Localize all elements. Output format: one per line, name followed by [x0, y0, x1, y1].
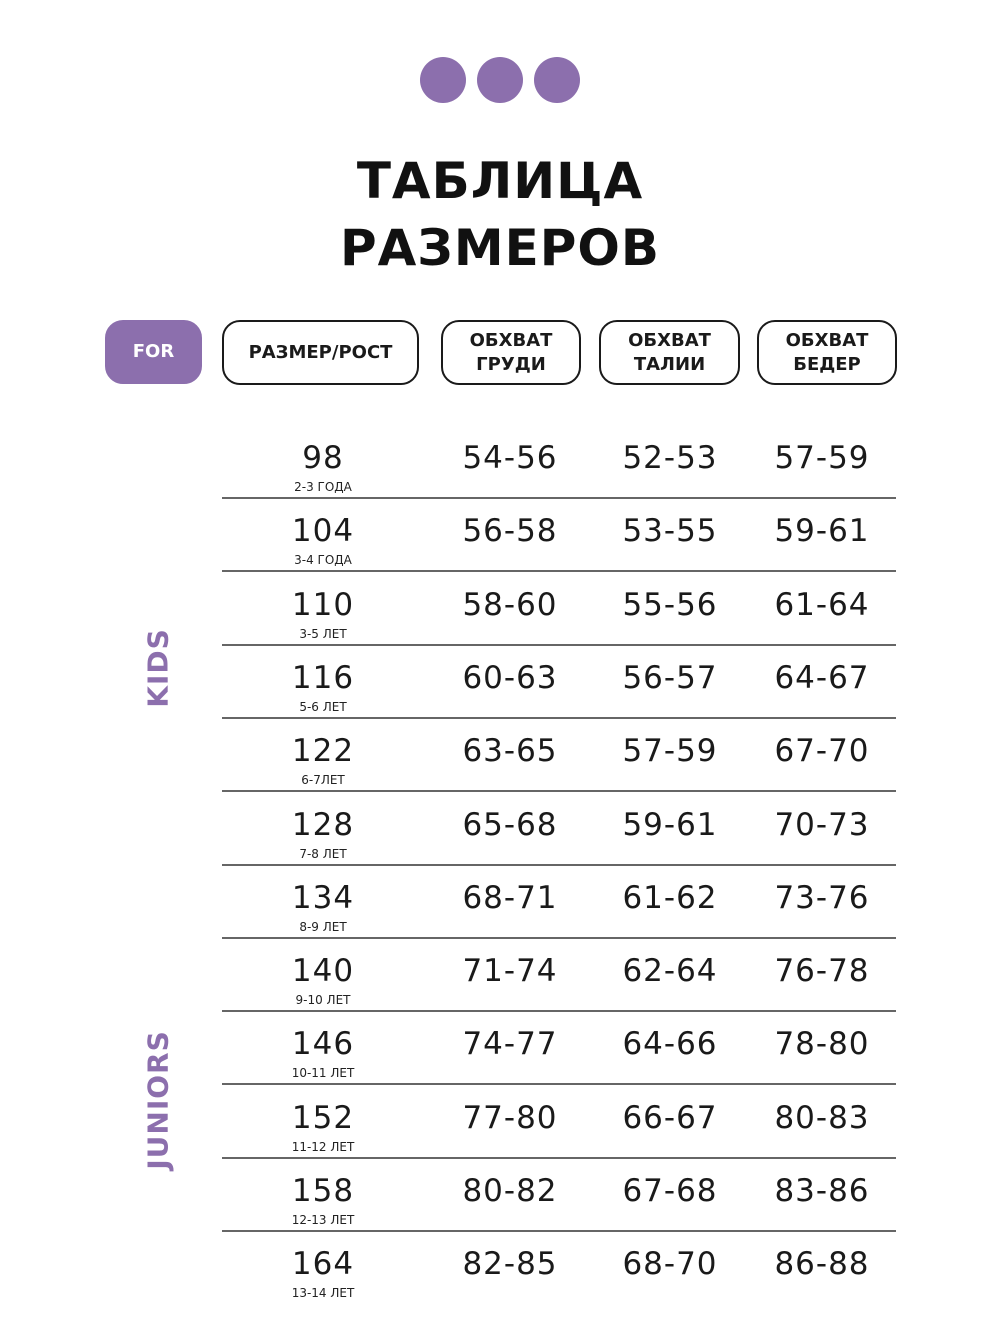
cell-hips: 57-59: [774, 440, 870, 476]
cell-age: 10-11 ЛЕТ: [291, 1066, 355, 1081]
row-divider: [222, 1010, 896, 1013]
cell-waist: 59-61: [622, 806, 718, 843]
cell-age: 8-9 ЛЕТ: [299, 919, 347, 934]
cell-chest: 63-65: [462, 733, 558, 770]
cell-age: 12-13 ЛЕТ: [291, 1213, 355, 1227]
page-title-line1: ТАБЛИЦА: [356, 152, 644, 210]
cell-hips: 70-73: [774, 806, 870, 843]
row-divider: [222, 497, 896, 499]
table-row: 134 68-71 61-62 73-76 8-9 ЛЕТ: [222, 866, 896, 939]
row-divider: [222, 1083, 896, 1086]
table-row: 104 56-58 53-55 59-61 3-4 ГОДА: [222, 499, 896, 573]
dot-icon: [534, 57, 580, 103]
cell-hips: 67-70: [774, 733, 870, 770]
cell-chest: 56-58: [462, 513, 558, 550]
cell-age: 5-6 ЛЕТ: [299, 699, 347, 714]
cell-age: 7-8 ЛЕТ: [299, 846, 347, 861]
cell-waist: 55-56: [622, 586, 718, 623]
header-hips: ОБХВАТ БЕДЕР: [757, 320, 897, 385]
table-row: 116 60-63 56-57 64-67 5-6 ЛЕТ: [222, 646, 896, 719]
table-row: 98 54-56 52-53 57-59 2-3 ГОДА: [222, 426, 896, 499]
header-waist: ОБХВАТ ТАЛИИ: [599, 320, 740, 385]
cell-size: 110: [291, 586, 355, 623]
cell-size: 134: [291, 879, 355, 916]
cell-hips: 76-78: [774, 953, 870, 990]
cell-chest: 65-68: [462, 806, 558, 843]
cell-size: 140: [291, 953, 355, 990]
cell-hips: 64-67: [774, 659, 870, 696]
cell-age: 6-7ЛЕТ: [301, 773, 345, 788]
cell-waist: 64-66: [622, 1026, 718, 1063]
cell-size: 152: [291, 1099, 355, 1136]
table-row: 128 65-68 59-61 70-73 7-8 ЛЕТ: [222, 793, 896, 866]
table-row: 122 63-65 57-59 67-70 6-7ЛЕТ: [222, 719, 896, 793]
cell-chest: 60-63: [462, 659, 558, 696]
group-label-juniors: JUNIORS: [141, 1030, 175, 1170]
cell-waist: 61-62: [622, 879, 718, 916]
cell-size: 122: [291, 733, 355, 770]
table-row: 140 71-74 62-64 76-78 9-10 ЛЕТ: [222, 939, 896, 1013]
cell-waist: 67-68: [622, 1173, 718, 1209]
row-divider: [222, 1230, 896, 1232]
header-size: РАЗМЕР/РОСТ: [222, 320, 419, 385]
row-divider: [222, 936, 896, 939]
row-divider: [222, 570, 896, 573]
cell-hips: 86-88: [774, 1246, 870, 1283]
cell-hips: 83-86: [774, 1173, 870, 1209]
row-divider: [222, 643, 896, 646]
cell-waist: 62-64: [622, 953, 718, 990]
cell-age: 2-3 ГОДА: [294, 480, 352, 494]
cell-size: 116: [291, 659, 355, 696]
cell-chest: 68-71: [462, 879, 558, 916]
row-divider: [222, 790, 896, 793]
cell-waist: 52-53: [622, 440, 718, 476]
cell-size: 128: [291, 806, 355, 843]
cell-chest: 58-60: [462, 586, 558, 623]
cell-hips: 59-61: [774, 513, 870, 550]
cell-age: 9-10 ЛЕТ: [295, 993, 351, 1008]
cell-hips: 61-64: [774, 586, 870, 623]
table-row: 110 58-60 55-56 61-64 3-5 ЛЕТ: [222, 573, 896, 646]
table-row: 164 82-85 68-70 86-88 13-14 ЛЕТ: [222, 1232, 896, 1305]
cell-waist: 68-70: [622, 1246, 718, 1283]
cell-size: 146: [291, 1026, 355, 1063]
header-chest: ОБХВАТ ГРУДИ: [441, 320, 581, 385]
cell-hips: 73-76: [774, 879, 870, 916]
table-row: 158 80-82 67-68 83-86 12-13 ЛЕТ: [222, 1159, 896, 1232]
cell-chest: 82-85: [462, 1246, 558, 1283]
cell-size: 158: [291, 1173, 355, 1209]
cell-chest: 74-77: [462, 1026, 558, 1063]
cell-size: 164: [291, 1246, 355, 1283]
row-divider: [222, 716, 896, 719]
cell-waist: 66-67: [622, 1099, 718, 1136]
cell-age: 3-4 ГОДА: [294, 553, 352, 568]
row-divider: [222, 1156, 896, 1159]
cell-hips: 78-80: [774, 1026, 870, 1063]
cell-chest: 80-82: [462, 1173, 558, 1209]
cell-age: 3-5 ЛЕТ: [299, 626, 347, 641]
cell-chest: 54-56: [462, 440, 558, 476]
page-title-line2: РАЗМЕРОВ: [339, 219, 661, 277]
cell-chest: 71-74: [462, 953, 558, 990]
header-for: FOR: [105, 320, 202, 384]
cell-waist: 57-59: [622, 733, 718, 770]
row-divider: [222, 863, 896, 866]
dot-icon: [477, 57, 523, 103]
cell-chest: 77-80: [462, 1099, 558, 1136]
cell-size: 104: [291, 513, 355, 550]
dot-icon: [420, 57, 466, 103]
cell-size: 98: [302, 440, 344, 476]
cell-waist: 56-57: [622, 659, 718, 696]
cell-waist: 53-55: [622, 513, 718, 550]
cell-hips: 80-83: [774, 1099, 870, 1136]
group-label-kids: KIDS: [141, 628, 175, 708]
table-row: 146 74-77 64-66 78-80 10-11 ЛЕТ: [222, 1012, 896, 1086]
table-row: 152 77-80 66-67 80-83 11-12 ЛЕТ: [222, 1086, 896, 1159]
cell-age: 13-14 ЛЕТ: [291, 1286, 355, 1301]
cell-age: 11-12 ЛЕТ: [291, 1139, 355, 1154]
